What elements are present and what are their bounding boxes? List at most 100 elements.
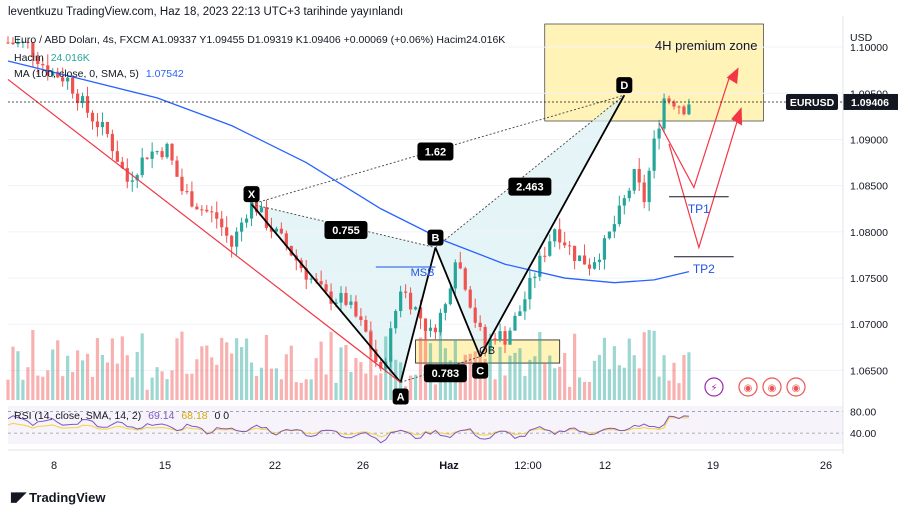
candle-body	[274, 228, 278, 232]
ratio-label: 0.783	[432, 368, 460, 380]
volume-bar	[56, 340, 60, 400]
candle-body	[632, 168, 636, 191]
candle-body	[344, 293, 348, 305]
msb-label: MSB	[411, 267, 435, 279]
volume-bar	[36, 375, 40, 400]
x-tick-label: 26	[357, 460, 369, 472]
premium-zone	[544, 23, 764, 122]
volume-bar	[359, 362, 363, 400]
rsi-label: RSI (14, close, SMA, 14, 2)	[14, 410, 142, 422]
candle-body	[240, 222, 244, 232]
candle-body	[617, 205, 621, 225]
rsi-ma-value: 68.18	[181, 410, 208, 422]
volume-bar	[294, 382, 298, 400]
candle-body	[423, 318, 428, 331]
volume-bar	[160, 371, 164, 400]
volume-bar	[100, 354, 105, 400]
x-tick-label: 22	[269, 460, 281, 472]
y-tick-label: 1.07000	[850, 319, 888, 331]
volume-bar	[488, 339, 492, 400]
publish-header: leventkuzu TradingView.com, Haz 18, 2023…	[8, 6, 403, 18]
candle-body	[31, 42, 35, 57]
candle-body	[448, 288, 452, 305]
volume-bar	[433, 384, 438, 400]
candle-body	[6, 42, 10, 44]
publish-line: leventkuzu TradingView.com, Haz 18, 2023…	[8, 6, 404, 18]
pattern-leg-CD	[479, 94, 626, 358]
candle-body	[568, 245, 572, 247]
volume-bar	[240, 347, 244, 400]
candle-body	[418, 307, 423, 319]
symbol-tag-label: EURUSD	[790, 97, 835, 109]
candle-body	[195, 206, 199, 210]
volume-bar	[498, 346, 502, 400]
candle-body	[443, 304, 447, 313]
volume-bar	[46, 370, 50, 400]
candle-body	[453, 262, 457, 289]
volume-bar	[508, 355, 512, 400]
volume-bar	[190, 373, 194, 400]
volume-bar	[120, 336, 124, 400]
volume-bar	[493, 379, 497, 400]
target-path-2	[668, 116, 740, 250]
volume-bar	[503, 375, 507, 400]
candle-body	[687, 104, 691, 115]
y-axis-unit: USD	[850, 32, 873, 44]
volume-bar	[110, 338, 114, 400]
ratio-box	[324, 221, 368, 240]
candle-body	[607, 231, 611, 239]
candle-body	[647, 170, 651, 203]
candle-body	[115, 151, 119, 162]
candle-body	[627, 190, 631, 199]
candle-body	[51, 71, 55, 76]
grid-layer	[8, 46, 843, 371]
candle-body	[185, 191, 189, 193]
volume-bar	[677, 383, 681, 400]
point-label-x: X	[248, 189, 256, 201]
candle-body	[408, 292, 413, 310]
candle-body	[284, 233, 288, 246]
x-tick-label: 26	[820, 460, 832, 472]
candle-body	[592, 262, 597, 269]
y-tick-label: 1.09000	[850, 134, 888, 146]
x-tick-label: 8	[51, 460, 57, 472]
candle-body	[682, 106, 686, 115]
price-tag-label: 1.09406	[851, 97, 889, 109]
point-marker	[243, 186, 260, 203]
candle-body	[125, 168, 129, 182]
ob-label: OB	[479, 345, 495, 357]
volume-bar	[548, 355, 552, 400]
volume-bar	[349, 371, 353, 400]
candle-body	[100, 121, 105, 128]
volume-label: Hacim	[14, 52, 44, 64]
pattern-leg-BC	[434, 247, 482, 357]
candle-body	[309, 278, 313, 280]
rsi-band	[8, 406, 843, 444]
candle-body	[314, 278, 318, 282]
candle-body	[458, 262, 462, 269]
volume-bar	[627, 338, 631, 400]
candle-body	[180, 176, 184, 192]
candle-body	[667, 98, 671, 102]
volume-bar	[568, 386, 572, 400]
candle-body	[225, 227, 229, 236]
candle-body	[215, 212, 219, 219]
harmonic-pattern-layer: X A B C D 0.755 0.783 1.62 2.463	[243, 77, 633, 405]
candle-body	[354, 301, 358, 317]
volume-bar	[418, 337, 423, 400]
candle-body	[652, 138, 656, 171]
point-label-a: A	[397, 391, 405, 403]
candle-body	[120, 161, 124, 169]
volume-bar	[26, 367, 30, 400]
candle-body	[80, 96, 85, 104]
volume-bar	[11, 346, 15, 400]
volume-bar	[319, 341, 323, 400]
candle-body	[428, 327, 433, 331]
candle-body	[374, 349, 378, 363]
candle-body	[200, 209, 204, 211]
candle-body	[473, 307, 477, 323]
tp-label-2: TP2	[693, 262, 715, 276]
candle-body	[404, 291, 408, 293]
candle-body	[135, 175, 139, 181]
